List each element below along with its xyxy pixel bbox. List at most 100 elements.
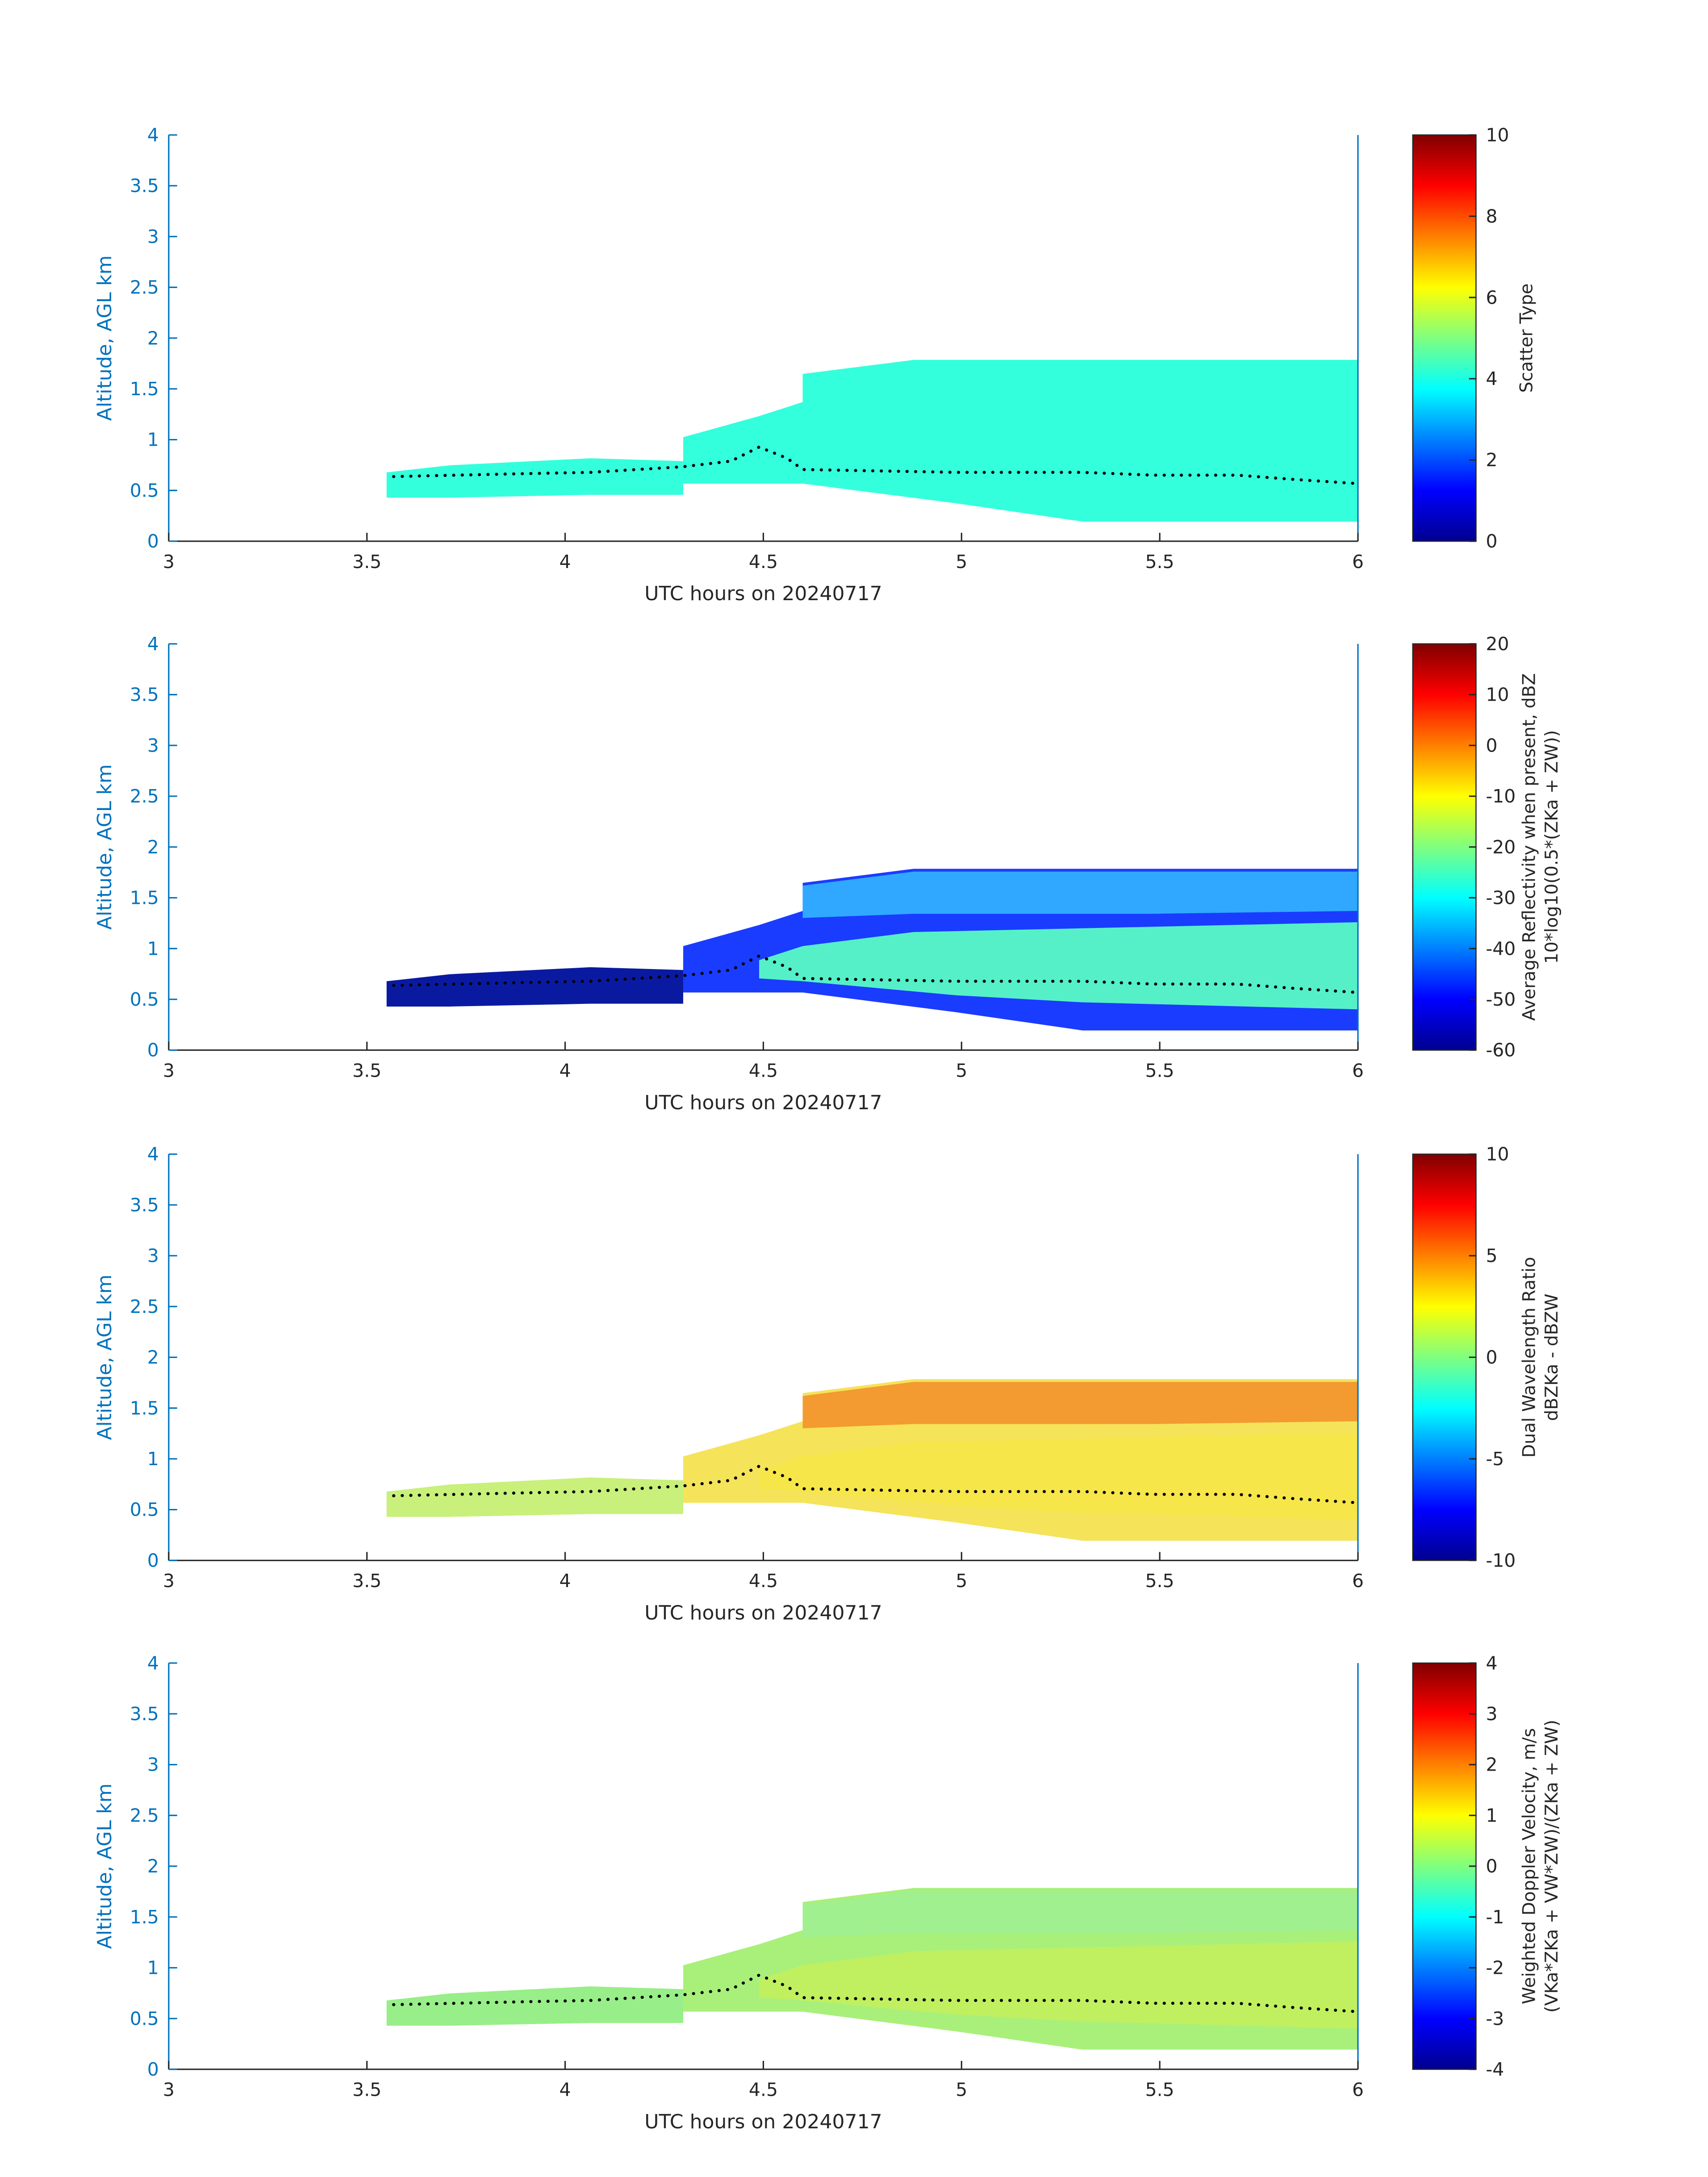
y-tick-label: 1.5 <box>130 887 159 909</box>
echo-field <box>386 359 1360 522</box>
echo-region <box>802 1382 1358 1429</box>
y-axis-label: Altitude, AGL km <box>93 1274 116 1440</box>
echo-field <box>386 1888 1360 2050</box>
colorbar <box>1412 643 1477 1051</box>
x-tick-label: 5 <box>956 551 967 572</box>
echo-region <box>802 1891 1358 1937</box>
melting-layer-dots <box>392 445 1360 485</box>
colorbar-tick-label: 0 <box>1486 531 1498 552</box>
y-tick-label: 2.5 <box>130 277 159 298</box>
y-tick-label: 1.5 <box>130 378 159 400</box>
colorbar-tick-label: 1 <box>1486 1805 1498 1826</box>
colorbar-label: Average Reflectivity when present, dBZ <box>1519 673 1540 1021</box>
echo-region <box>386 1477 684 1517</box>
y-tick-label: 1.5 <box>130 1397 159 1419</box>
colorbar <box>1412 134 1477 542</box>
melting-layer-dots <box>392 1464 1360 1504</box>
x-tick-label: 4 <box>560 1060 571 1081</box>
colorbar-label: 10*log10(0.5*(ZKa + ZW)) <box>1541 730 1562 964</box>
colorbar-tick-label: -60 <box>1486 1040 1516 1061</box>
x-tick-label: 6 <box>1352 1060 1364 1081</box>
x-tick-label: 6 <box>1352 2079 1364 2101</box>
y-tick-label: 2 <box>147 327 159 349</box>
colorbar <box>1412 1662 1477 2070</box>
y-axis-label: Altitude, AGL km <box>93 255 116 421</box>
x-axis-label: UTC hours on 20240717 <box>644 582 882 605</box>
echo-region <box>759 922 1358 1010</box>
y-tick-label: 1 <box>147 1448 159 1470</box>
colorbar-tick-label: 10 <box>1486 124 1509 146</box>
y-tick-label: 0.5 <box>130 1499 159 1521</box>
melting-layer-dots <box>392 954 1360 994</box>
colorbar-tick-label: -4 <box>1486 2059 1504 2080</box>
y-tick-label: 1 <box>147 429 159 451</box>
echo-region <box>386 458 684 498</box>
y-axis-label: Altitude, AGL km <box>93 764 116 930</box>
x-tick-label: 3 <box>163 1060 175 1081</box>
y-tick-label: 3 <box>147 1754 159 1776</box>
x-tick-label: 4.5 <box>749 1570 778 1592</box>
colorbar-tick-label: 2 <box>1486 1754 1498 1776</box>
y-tick-label: 0.5 <box>130 989 159 1010</box>
x-tick-label: 5 <box>956 1570 967 1592</box>
x-tick-label: 4 <box>560 2079 571 2101</box>
y-tick-label: 1 <box>147 938 159 959</box>
colorbar-tick-label: 2 <box>1486 449 1498 471</box>
colorbar-label: Dual Wavelength Ratio <box>1519 1257 1540 1458</box>
y-tick-label: 2 <box>147 1347 159 1368</box>
y-tick-label: 3 <box>147 735 159 756</box>
echo-region <box>386 967 684 1007</box>
colorbar-tick-label: 0 <box>1486 1347 1498 1368</box>
colorbar-tick-label: 5 <box>1486 1245 1498 1266</box>
colorbar <box>1412 1153 1477 1561</box>
y-tick-label: 3.5 <box>130 175 159 196</box>
colorbar-tick-label: -20 <box>1486 836 1516 858</box>
y-tick-label: 4 <box>147 633 159 655</box>
y-tick-label: 0.5 <box>130 2008 159 2029</box>
echo-region <box>759 413 1358 501</box>
x-tick-label: 3 <box>163 551 175 572</box>
y-tick-label: 3 <box>147 226 159 247</box>
x-tick-label: 5 <box>956 1060 967 1081</box>
x-tick-label: 4.5 <box>749 551 778 572</box>
y-tick-label: 3.5 <box>130 1194 159 1216</box>
y-tick-label: 4 <box>147 124 159 146</box>
echo-region <box>386 1986 684 2026</box>
y-tick-label: 0.5 <box>130 480 159 501</box>
x-axis-label: UTC hours on 20240717 <box>644 1602 882 1625</box>
colorbar-tick-label: -1 <box>1486 1906 1504 1928</box>
x-tick-label: 3.5 <box>352 2079 381 2101</box>
y-tick-label: 1.5 <box>130 1906 159 1928</box>
y-tick-label: 3 <box>147 1245 159 1266</box>
x-axis-label: UTC hours on 20240717 <box>644 2110 882 2133</box>
colorbar-tick-label: -10 <box>1486 1550 1516 1571</box>
y-tick-label: 2 <box>147 1855 159 1877</box>
x-tick-label: 5.5 <box>1145 551 1174 572</box>
colorbar-tick-label: 10 <box>1486 1144 1509 1165</box>
colorbar-tick-label: -40 <box>1486 938 1516 959</box>
colorbar-tick-label: 4 <box>1486 368 1498 389</box>
x-tick-label: 4.5 <box>749 2079 778 2101</box>
colorbar-tick-label: 0 <box>1486 1855 1498 1877</box>
x-tick-label: 3.5 <box>352 1570 381 1592</box>
echo-field <box>386 1379 1360 1541</box>
colorbar-label: Weighted Doppler Velocity, m/s <box>1519 1728 1540 2004</box>
echo-region <box>802 363 1358 409</box>
y-tick-label: 2.5 <box>130 786 159 807</box>
x-tick-label: 5.5 <box>1145 1060 1174 1081</box>
y-tick-label: 2 <box>147 836 159 858</box>
colorbar-tick-label: 0 <box>1486 735 1498 756</box>
x-tick-label: 5.5 <box>1145 1570 1174 1592</box>
colorbar-label: (VKa*ZKa + VW*ZW)/(ZKa + ZW) <box>1541 1720 1562 2013</box>
x-axis-label: UTC hours on 20240717 <box>644 1091 882 1114</box>
colorbar-tick-label: -30 <box>1486 887 1516 909</box>
y-tick-label: 0 <box>147 2059 159 2080</box>
echo-region <box>802 871 1358 918</box>
colorbar-tick-label: 8 <box>1486 205 1498 227</box>
y-tick-label: 0 <box>147 531 159 552</box>
colorbar-tick-label: -5 <box>1486 1448 1504 1470</box>
x-tick-label: 3 <box>163 2079 175 2101</box>
y-tick-label: 4 <box>147 1144 159 1165</box>
echo-field <box>386 869 1360 1031</box>
colorbar-tick-label: -10 <box>1486 786 1516 807</box>
